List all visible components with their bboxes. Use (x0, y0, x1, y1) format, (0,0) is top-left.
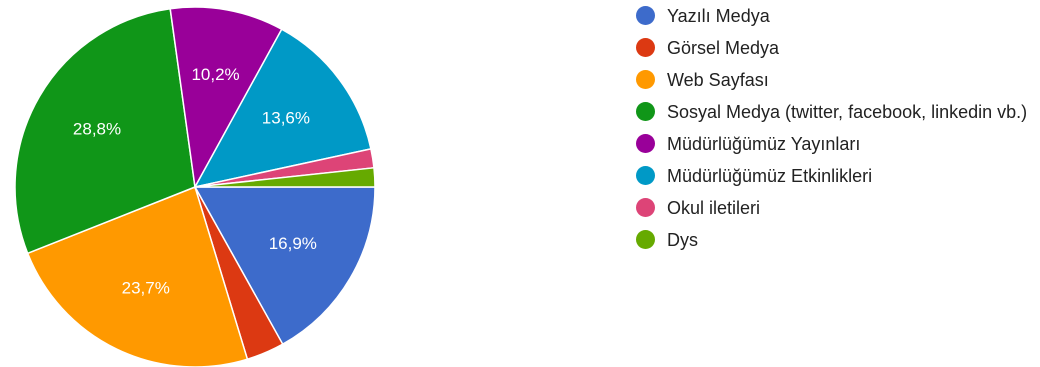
legend-swatch (636, 134, 655, 153)
pie-slice-mudurlugumuz-etkinlikleri (193, 28, 372, 189)
slice-label-mudurlugumuz-yayinlari: 10,2% (191, 65, 239, 84)
legend-label: Dys (667, 230, 698, 250)
legend-swatch (636, 230, 655, 249)
legend-label: Sosyal Medya (twitter, facebook, linkedi… (667, 102, 1028, 122)
slice-label-yazili-medya: 16,9% (269, 234, 317, 253)
slice-label-web-sayfasi: 23,7% (122, 279, 170, 298)
legend-item-sosyal-medya-twitter-facebook-linkedin-vb: Sosyal Medya (twitter, facebook, linkedi… (636, 100, 1036, 124)
legend-swatch (636, 198, 655, 217)
legend-label: Müdürlüğümüz Yayınları (667, 134, 861, 154)
legend-item-mudurlugumuz-etkinlikleri: Müdürlüğümüz Etkinlikleri (636, 164, 1036, 188)
pie-slice-dys (194, 166, 376, 188)
pie-svg: 16,9% 23,7% 28,8% 10,2% 13,6% (14, 6, 376, 367)
pie-slice-mudurlugumuz-yayinlari (169, 6, 283, 190)
pie-slice-yazili-medya (193, 186, 376, 346)
legend-item-web-sayfasi: Web Sayfası (636, 68, 1036, 92)
legend-swatch (636, 102, 655, 121)
legend-swatch (636, 6, 655, 25)
slice-label-mudurlugumuz-etkinlikleri: 13,6% (262, 109, 310, 128)
legend-label: Okul iletileri (667, 198, 761, 218)
slice-label-sosyal-medya-twitter-facebook-linkedin-vb: 28,8% (73, 119, 121, 138)
legend-item-gorsel-medya: Görsel Medya (636, 36, 1036, 60)
legend-swatch (636, 166, 655, 185)
legend-swatch (636, 38, 655, 57)
chart-legend: Yazılı Medya Görsel Medya Web Sayfası Sosya… (636, 4, 1036, 260)
legend-label: Yazılı Medya (667, 6, 770, 26)
legend-label: Web Sayfası (667, 70, 769, 90)
legend-item-dys: Dys (636, 228, 1036, 252)
legend-item-mudurlugumuz-yayinlari: Müdürlüğümüz Yayınları (636, 132, 1036, 156)
legend-swatch (636, 70, 655, 89)
legend-item-yazili-medya: Yazılı Medya (636, 4, 1036, 28)
pie-slice-sosyal-medya-twitter-facebook-linkedin-vb (14, 7, 196, 255)
legend-label: Müdürlüğümüz Etkinlikleri (667, 166, 873, 186)
legend-label: Görsel Medya (667, 38, 780, 58)
legend-item-okul-iletileri: Okul iletileri (636, 196, 1036, 220)
